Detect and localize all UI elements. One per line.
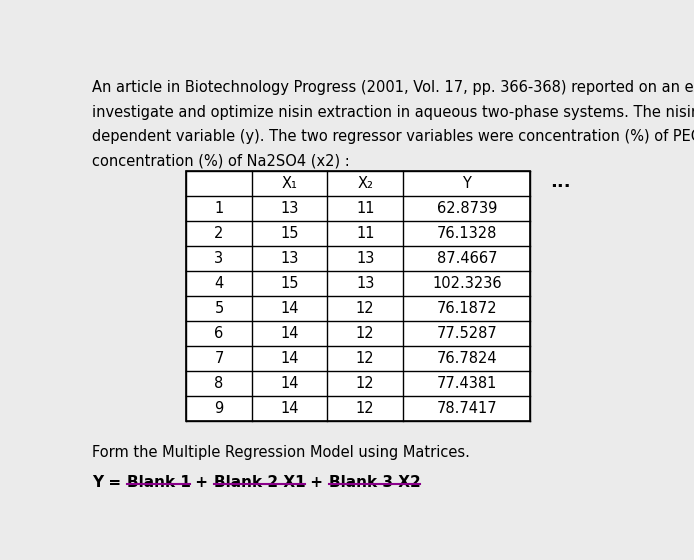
Text: 76.1872: 76.1872 xyxy=(437,301,497,316)
Text: 5: 5 xyxy=(214,301,223,316)
Text: Blank 2 X1: Blank 2 X1 xyxy=(214,475,305,489)
Text: Form the Multiple Regression Model using Matrices.: Form the Multiple Regression Model using… xyxy=(92,445,470,460)
Text: 11: 11 xyxy=(356,200,375,216)
Text: 15: 15 xyxy=(280,276,299,291)
Text: 4: 4 xyxy=(214,276,223,291)
Text: X₁: X₁ xyxy=(282,176,298,191)
Text: An article in Biotechnology Progress (2001, Vol. 17, pp. 366-368) reported on an: An article in Biotechnology Progress (20… xyxy=(92,80,694,95)
Text: dependent variable (y). The two regressor variables were concentration (%) of PE: dependent variable (y). The two regresso… xyxy=(92,129,694,144)
Text: +: + xyxy=(305,475,328,489)
Text: ...: ... xyxy=(550,173,570,191)
Bar xyxy=(186,171,530,421)
Text: 11: 11 xyxy=(356,226,375,241)
Text: 14: 14 xyxy=(280,351,299,366)
Text: 76.7824: 76.7824 xyxy=(437,351,497,366)
Text: Blank 3 X2: Blank 3 X2 xyxy=(328,475,421,489)
Text: Y: Y xyxy=(462,176,471,191)
Text: 15: 15 xyxy=(280,226,299,241)
Text: 14: 14 xyxy=(280,376,299,391)
Text: 77.5287: 77.5287 xyxy=(437,326,497,340)
Text: 12: 12 xyxy=(356,401,375,416)
Text: Blank 1: Blank 1 xyxy=(126,475,190,489)
Text: investigate and optimize nisin extraction in aqueous two-phase systems. The nisi: investigate and optimize nisin extractio… xyxy=(92,105,694,120)
Text: 9: 9 xyxy=(214,401,223,416)
Text: 12: 12 xyxy=(356,301,375,316)
Text: 1: 1 xyxy=(214,200,223,216)
Text: 14: 14 xyxy=(280,326,299,340)
Text: 3: 3 xyxy=(214,251,223,266)
Text: 14: 14 xyxy=(280,401,299,416)
Text: 78.7417: 78.7417 xyxy=(437,401,497,416)
Text: 12: 12 xyxy=(356,326,375,340)
Text: 76.1328: 76.1328 xyxy=(437,226,497,241)
Text: 13: 13 xyxy=(356,276,375,291)
Text: 13: 13 xyxy=(280,200,298,216)
Text: X₂: X₂ xyxy=(357,176,373,191)
Text: 87.4667: 87.4667 xyxy=(437,251,497,266)
Text: 62.8739: 62.8739 xyxy=(437,200,497,216)
Text: 12: 12 xyxy=(356,351,375,366)
Text: 13: 13 xyxy=(356,251,375,266)
Text: 102.3236: 102.3236 xyxy=(432,276,502,291)
Text: Y =: Y = xyxy=(92,475,126,489)
Text: 6: 6 xyxy=(214,326,223,340)
Text: 2: 2 xyxy=(214,226,223,241)
Text: 13: 13 xyxy=(280,251,298,266)
Text: 7: 7 xyxy=(214,351,223,366)
Text: 12: 12 xyxy=(356,376,375,391)
Text: +: + xyxy=(190,475,214,489)
Text: concentration (%) of Na2SO4 (x2) :: concentration (%) of Na2SO4 (x2) : xyxy=(92,154,350,169)
Text: 14: 14 xyxy=(280,301,299,316)
Text: 77.4381: 77.4381 xyxy=(437,376,497,391)
Text: 8: 8 xyxy=(214,376,223,391)
